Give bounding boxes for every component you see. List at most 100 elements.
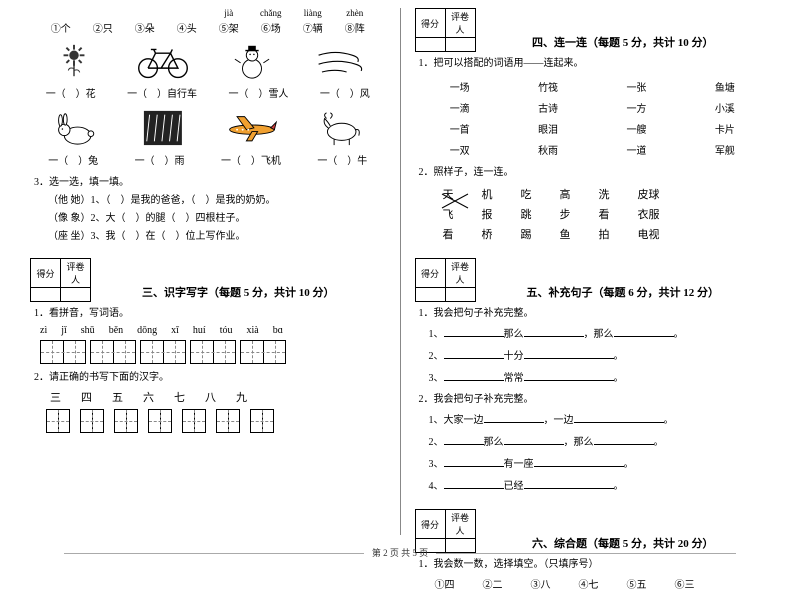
- caption: 一（ ）牛: [317, 152, 367, 167]
- match-word: 一首: [417, 119, 503, 138]
- pinyin-label: [126, 8, 164, 18]
- conn-word: 跳: [507, 204, 546, 224]
- tianzige-row-1: [40, 340, 386, 364]
- tianzige-box[interactable]: [46, 409, 70, 433]
- fill-text: ，一边: [544, 415, 574, 426]
- blank-input[interactable]: [444, 456, 504, 467]
- score-cell[interactable]: [445, 288, 475, 302]
- tianzige-box[interactable]: [216, 409, 240, 433]
- blank-input[interactable]: [524, 348, 614, 359]
- pinyin-label: chǎng: [252, 8, 290, 18]
- image-row-2: [30, 108, 386, 148]
- score-cell[interactable]: [415, 288, 445, 302]
- caption-row-1: 一（ ）花 一（ ）自行车 一（ ）雪人 一（ ）风: [30, 85, 386, 100]
- pinyin: tóu: [220, 325, 233, 336]
- left-column: jià chǎng liàng zhèn ①个 ②只 ③朵 ④头 ⑤架 ⑥场 ⑦…: [20, 8, 396, 535]
- blank-input[interactable]: [444, 478, 504, 489]
- conn-word: 步: [546, 204, 585, 224]
- pinyin: xià: [246, 325, 258, 336]
- pinyin-label: [42, 8, 80, 18]
- tianzige-box[interactable]: [250, 409, 274, 433]
- blank-input[interactable]: [594, 434, 654, 445]
- fill-text: 那么: [484, 437, 504, 448]
- score-cell[interactable]: [31, 288, 61, 302]
- q4-1-title: 1．把可以搭配的词语用——连起来。: [419, 56, 771, 71]
- fill-text: 有一座: [504, 459, 534, 470]
- caption: 一（ ）兔: [48, 152, 98, 167]
- ox-icon: [311, 108, 371, 148]
- score-box-4: 得分评卷人 四、连一连（每题 5 分，共计 10 分）: [415, 8, 771, 52]
- pinyin-sequence: zì jǐ shū běn dōng xī huí tóu xià bɑ: [40, 325, 386, 336]
- q1-title: 1．看拼音，写词语。: [34, 306, 386, 321]
- blank-input[interactable]: [444, 348, 504, 359]
- tianzige-box[interactable]: [90, 340, 136, 364]
- tianzige-box[interactable]: [190, 340, 236, 364]
- snowman-icon: [222, 41, 282, 81]
- q2-title: 2．请正确的书写下面的汉字。: [34, 370, 386, 385]
- match-word: 军舰: [682, 140, 768, 159]
- blank-input[interactable]: [524, 370, 614, 381]
- hanzi-row: 三 四 五 六 七 八 九: [50, 389, 386, 405]
- blank-input[interactable]: [574, 412, 664, 423]
- score-cell[interactable]: [61, 288, 91, 302]
- blank-input[interactable]: [484, 412, 544, 423]
- blank-input[interactable]: [444, 326, 504, 337]
- wind-icon: [311, 41, 371, 81]
- score-header: 得分: [415, 259, 445, 288]
- airplane-icon: [222, 108, 282, 148]
- tianzige-box[interactable]: [80, 409, 104, 433]
- tianzige-box[interactable]: [240, 340, 286, 364]
- blank-input[interactable]: [444, 434, 484, 445]
- conn-word: 鱼: [546, 224, 585, 244]
- pinyin-header-row: jià chǎng liàng zhèn: [30, 8, 386, 18]
- conn-label: 机: [482, 189, 493, 201]
- score-header: 得分: [415, 9, 445, 38]
- score-cell[interactable]: [415, 38, 445, 52]
- tianzige-box[interactable]: [114, 409, 138, 433]
- blank-input[interactable]: [504, 434, 564, 445]
- match-word: 卡片: [682, 119, 768, 138]
- fill-text: 4、: [429, 481, 444, 492]
- conn-word: 高: [546, 184, 585, 204]
- conn-word: 吃: [507, 184, 546, 204]
- blank-input[interactable]: [524, 326, 584, 337]
- score-header: 得分: [415, 510, 445, 539]
- fill-text: 常常: [504, 373, 524, 384]
- option: ⑤五: [627, 576, 647, 591]
- fill-text: 2、: [429, 351, 444, 362]
- score-header: 评卷人: [445, 510, 475, 539]
- blank-input[interactable]: [444, 370, 504, 381]
- blank-input[interactable]: [614, 326, 674, 337]
- option: ②二: [483, 576, 503, 591]
- q3-line: （他 她）1、（ ）是我的爸爸，（ ）是我的奶奶。: [48, 193, 386, 208]
- score-cell[interactable]: [445, 38, 475, 52]
- tianzige-box[interactable]: [148, 409, 172, 433]
- q3-line: （座 坐）3、我（ ）在（ ）位上写作业。: [48, 229, 386, 244]
- rabbit-icon: [44, 108, 104, 148]
- fill-text: 1、: [429, 329, 444, 340]
- image-row-1: [30, 41, 386, 81]
- fill-text: 已经: [504, 481, 524, 492]
- tianzige-box[interactable]: [40, 340, 86, 364]
- tianzige-box[interactable]: [182, 409, 206, 433]
- blank-input[interactable]: [534, 456, 624, 467]
- conn-word: 机: [468, 184, 507, 204]
- pinyin-label: [84, 8, 122, 18]
- blank-input[interactable]: [524, 478, 614, 489]
- conn-word: 飞: [429, 204, 468, 224]
- conn-word: 衣服: [624, 204, 674, 224]
- connect-table: 天 机 吃 高 洗 皮球 飞 报 跳 步 看 衣服 看 桥: [429, 184, 674, 244]
- match-word: 一双: [417, 140, 503, 159]
- fill-text: 那么: [504, 329, 524, 340]
- score-box-3: 得分评卷人 三、识字写字（每题 5 分，共计 10 分）: [30, 258, 386, 302]
- match-word: 眼泪: [505, 119, 591, 138]
- sunflower-icon: [44, 41, 104, 81]
- q5-2-title: 2．我会把句子补充完整。: [419, 392, 771, 407]
- tianzige-box[interactable]: [140, 340, 186, 364]
- bicycle-icon: [133, 41, 193, 81]
- pinyin: dōng: [137, 325, 157, 336]
- match-word: 一艘: [593, 119, 679, 138]
- fill-text: 1、大家一边: [429, 415, 484, 426]
- hanzi: 七: [174, 389, 185, 405]
- pinyin-label: liàng: [294, 8, 332, 18]
